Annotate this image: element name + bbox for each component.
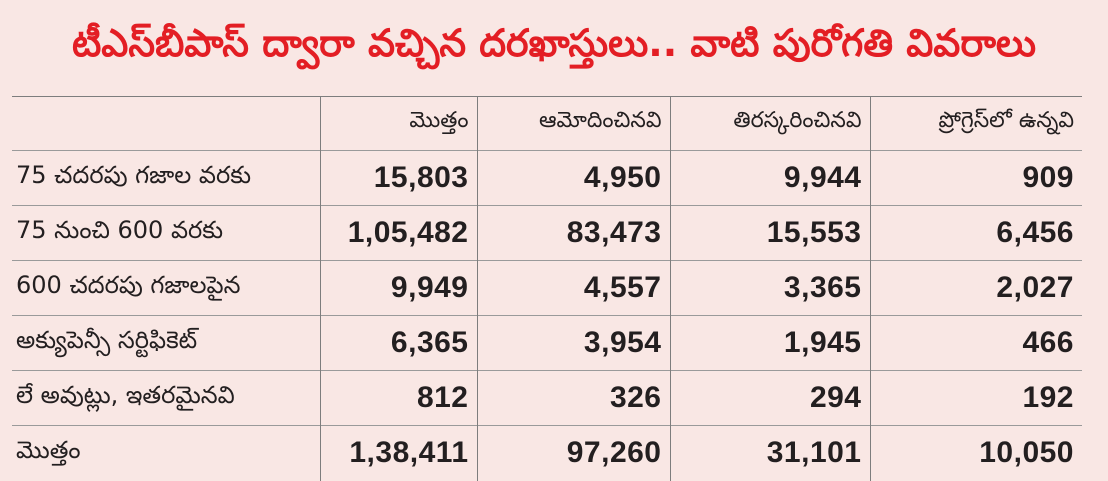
row-label: అక్యుపెన్సీ సర్టిఫికెట్: [16, 326, 198, 354]
cell-in-progress: 2,027: [869, 260, 1082, 316]
cell-in-progress: 466: [869, 315, 1082, 371]
cell-in-progress: 10,050: [869, 425, 1082, 481]
row-label: మొత్తం: [16, 436, 81, 465]
table-row: అక్యుపెన్సీ సర్టిఫికెట్ 6,365 3,954 1,94…: [12, 315, 1082, 371]
cell-rejected: 3,365: [669, 260, 870, 316]
cell-total: 1,05,482: [319, 205, 477, 261]
cell-approved: 326: [476, 370, 670, 426]
data-table: మొత్తం ఆమోదించినవి తిరస్కరించినవి ప్రోగ్…: [12, 96, 1082, 481]
table-row: 75 చదరపు గజాల వరకు 15,803 4,950 9,944 90…: [12, 150, 1082, 206]
column-header-total: మొత్తం: [319, 96, 477, 151]
cell-rejected: 1,945: [669, 315, 870, 371]
row-label: 600 చదరపు గజాలపైన: [16, 271, 241, 299]
cell-approved: 3,954: [476, 315, 670, 371]
cell-in-progress: 192: [869, 370, 1082, 426]
cell-rejected: 15,553: [669, 205, 870, 261]
cell-total: 6,365: [319, 315, 477, 371]
cell-rejected: 9,944: [669, 150, 870, 206]
cell-approved: 4,557: [476, 260, 670, 316]
table-row: 600 చదరపు గజాలపైన 9,949 4,557 3,365 2,02…: [12, 260, 1082, 316]
cell-approved: 4,950: [476, 150, 670, 206]
cell-in-progress: 6,456: [869, 205, 1082, 261]
cell-total: 9,949: [319, 260, 477, 316]
column-header-rejected: తిరస్కరించినవి: [669, 96, 870, 151]
cell-total: 1,38,411: [319, 425, 477, 481]
cell-approved: 97,260: [476, 425, 670, 481]
header-row: మొత్తం ఆమోదించినవి తిరస్కరించినవి ప్రోగ్…: [12, 96, 1082, 151]
row-label: లే అవుట్లు, ఇతరమైనవి: [16, 381, 235, 409]
column-header-in-progress: ప్రోగ్రెస్‌లో ఉన్నవి: [869, 96, 1082, 151]
cell-approved: 83,473: [476, 205, 670, 261]
cell-rejected: 31,101: [669, 425, 870, 481]
table-row: లే అవుట్లు, ఇతరమైనవి 812 326 294 192: [12, 370, 1082, 426]
column-header-approved: ఆమోదించినవి: [476, 96, 670, 151]
cell-total: 812: [319, 370, 477, 426]
row-label: 75 నుంచి 600 వరకు: [16, 216, 224, 244]
cell-rejected: 294: [669, 370, 870, 426]
cell-total: 15,803: [319, 150, 477, 206]
table-row-total: మొత్తం 1,38,411 97,260 31,101 10,050: [12, 425, 1082, 481]
row-label: 75 చదరపు గజాల వరకు: [16, 161, 252, 189]
header-corner-cell: [12, 97, 320, 151]
table-row: 75 నుంచి 600 వరకు 1,05,482 83,473 15,553…: [12, 205, 1082, 261]
cell-in-progress: 909: [869, 150, 1082, 206]
chart-title: టీఎస్‌బీపాస్ ద్వారా వచ్చిన దరఖాస్తులు.. …: [71, 21, 1037, 65]
